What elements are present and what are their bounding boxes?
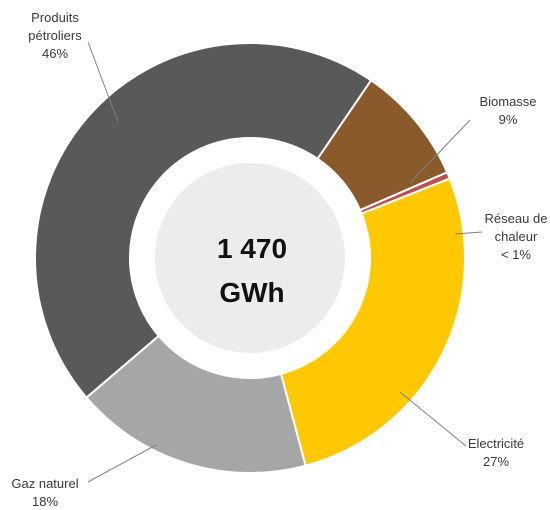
label-reseau-de-chaleur: Réseau de chaleur < 1% xyxy=(454,211,548,262)
slice-gaz-naturel xyxy=(85,334,307,474)
leader-line xyxy=(87,444,157,483)
slice-value-label: 18% xyxy=(32,494,58,509)
leader-line xyxy=(454,231,483,235)
center-total-value: 1 470 xyxy=(217,233,287,264)
slice-name-label: Produits xyxy=(31,10,79,25)
label-produits-petroliers: Produits pétroliers 46% xyxy=(28,10,119,123)
center-disc xyxy=(155,163,345,353)
slice-value-label: 9% xyxy=(499,112,518,127)
slice-name-label: chaleur xyxy=(495,229,538,244)
slice-name-label: Electricité xyxy=(468,436,524,451)
slice-electricite xyxy=(279,177,466,467)
slice-name-label: Gaz naturel xyxy=(11,476,78,491)
slice-labels: Produits pétroliers 46% Biomasse 9% Réseau de… xyxy=(11,10,547,509)
slice-name-label: Réseau de xyxy=(485,211,548,226)
label-biomasse: Biomasse 9% xyxy=(409,94,537,184)
leader-line xyxy=(87,41,119,123)
leader-line xyxy=(399,391,467,447)
slice-name-label: pétroliers xyxy=(28,28,82,43)
label-electricite: Electricité 27% xyxy=(399,391,524,469)
leader-line xyxy=(409,119,471,184)
slice-value-label: 46% xyxy=(42,46,68,61)
slice-name-label: Biomasse xyxy=(479,94,536,109)
center-total-unit: GWh xyxy=(219,277,284,308)
slice-value-label: < 1% xyxy=(501,247,531,262)
label-gaz-naturel: Gaz naturel 18% xyxy=(11,444,157,509)
slice-produits-petroliers xyxy=(34,42,373,400)
slice-value-label: 27% xyxy=(483,454,509,469)
